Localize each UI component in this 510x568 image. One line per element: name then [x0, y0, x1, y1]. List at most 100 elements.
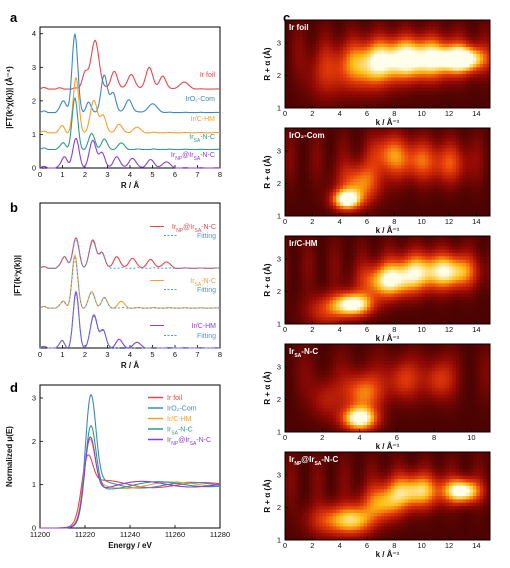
heatmap-cell	[466, 202, 470, 207]
heatmap-cell	[428, 269, 433, 274]
heatmap-cell	[438, 40, 443, 45]
heatmap-cell	[411, 20, 416, 24]
heatmap-cell	[336, 165, 341, 170]
heatmap-cell	[367, 263, 371, 267]
heatmap-cell	[418, 77, 423, 82]
heatmap-cell	[435, 26, 440, 31]
heatmap-cell	[295, 263, 300, 267]
heatmap-cell	[428, 263, 433, 267]
heatmap-cell	[356, 155, 361, 159]
heatmap-cell	[462, 53, 467, 58]
heatmap-cell	[466, 141, 470, 146]
heatmap-cell	[442, 134, 446, 139]
heatmap-cell	[336, 161, 341, 166]
heatmap-cell	[319, 70, 323, 75]
heatmap-cell	[332, 33, 337, 38]
heatmap-cell	[469, 40, 474, 45]
heatmap-cell	[469, 256, 474, 261]
heatmap-cell	[390, 199, 395, 203]
heatmap-cell	[459, 175, 464, 180]
heatmap-cell	[370, 144, 375, 149]
heatmap-cell	[332, 320, 337, 324]
heatmap-cell	[336, 300, 341, 305]
heatmap-cell	[373, 23, 378, 28]
heatmap-cell	[356, 344, 361, 348]
heatmap-cell	[288, 141, 293, 146]
heatmap-cell	[339, 36, 344, 41]
heatmap-cell	[476, 148, 481, 153]
heatmap-cell	[346, 296, 351, 301]
heatmap-cell	[425, 286, 429, 291]
heatmap-cell	[356, 185, 361, 190]
heatmap-cell	[428, 97, 433, 102]
heatmap-cell	[455, 91, 460, 95]
heatmap-cell	[298, 199, 303, 203]
heatmap-cell	[483, 141, 487, 146]
heatmap-cell	[356, 300, 361, 305]
heatmap-cell	[431, 242, 436, 247]
heatmap-cell	[305, 344, 310, 348]
heatmap-cell	[431, 84, 436, 89]
heatmap-cell	[466, 300, 470, 305]
heatmap-cell	[363, 317, 368, 322]
heatmap-cell	[339, 182, 344, 186]
heatmap-cell	[479, 205, 484, 210]
heatmap-cell	[343, 185, 347, 190]
heatmap-cell	[469, 205, 474, 210]
heatmap-cell	[486, 202, 490, 207]
heatmap-cell	[380, 80, 385, 85]
heatmap-cell	[319, 43, 323, 48]
heatmap-cell	[298, 84, 303, 89]
heatmap-cell	[322, 43, 327, 48]
heatmap-cell	[373, 249, 378, 254]
heatmap-cell	[408, 84, 412, 89]
heatmap-cell	[449, 256, 453, 261]
heatmap-cell	[363, 67, 368, 72]
heatmap-cell	[319, 158, 323, 163]
heatmap-cell	[472, 236, 477, 240]
heatmap-cell	[414, 239, 419, 244]
heatmap-cell	[288, 239, 293, 244]
heatmap-cell	[380, 263, 385, 267]
heatmap-cell	[295, 266, 300, 271]
heatmap-cell	[302, 313, 306, 318]
heatmap-cell	[377, 209, 382, 214]
heatmap-cell	[411, 87, 416, 92]
heatmap-cell	[343, 246, 347, 250]
heatmap-cell	[486, 320, 490, 324]
heatmap-cell	[308, 283, 313, 288]
heatmap-cell	[397, 205, 402, 210]
heatmap-cell	[411, 53, 416, 58]
heatmap-cell	[431, 273, 436, 278]
heatmap-cell	[459, 87, 464, 92]
heatmap-cell	[449, 36, 453, 41]
heatmap-cell	[408, 20, 412, 24]
heatmap-cell	[377, 266, 382, 271]
heatmap-cell	[367, 134, 371, 139]
heatmap-cell	[408, 57, 412, 62]
heatmap-cell	[305, 165, 310, 170]
heatmap-cell	[377, 252, 382, 257]
y-tick-label-c: 2	[277, 179, 281, 188]
heatmap-cell	[380, 144, 385, 149]
heatmap-cell	[295, 185, 300, 190]
wavelet-title: IrO₂-Com	[289, 131, 325, 140]
heatmap-cell	[343, 286, 347, 291]
heatmap-cell	[291, 175, 296, 180]
heatmap-cell	[291, 344, 296, 348]
heatmap-cell	[370, 128, 375, 132]
heatmap-cell	[298, 256, 303, 261]
heatmap-cell	[288, 280, 293, 284]
heatmap-cell	[397, 131, 402, 136]
heatmap-cell	[356, 161, 361, 166]
heatmap-cell	[326, 178, 330, 183]
heatmap-cell	[305, 84, 310, 89]
heatmap-cell	[435, 273, 440, 278]
x-tick-label-c: 6	[365, 109, 369, 118]
heatmap-cell	[425, 263, 429, 267]
heatmap-cell	[445, 320, 450, 324]
heatmap-cell	[356, 307, 361, 311]
heatmap-cell	[291, 67, 296, 72]
heatmap-cell	[363, 256, 368, 261]
